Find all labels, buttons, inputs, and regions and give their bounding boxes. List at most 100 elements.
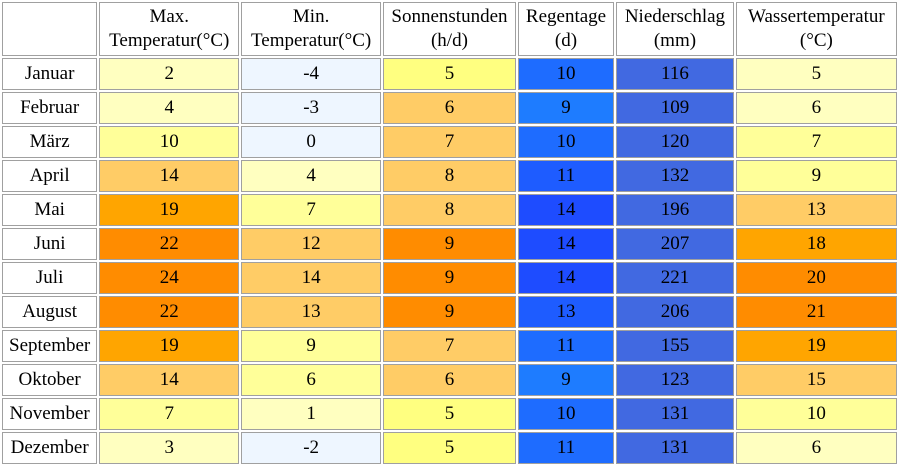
month-label: Mai: [2, 194, 98, 226]
table-row: Juni 22 12 9 14 207 18: [2, 228, 897, 260]
cell-min-temp: 6: [241, 364, 382, 396]
cell-precipitation: 206: [616, 296, 734, 328]
cell-precipitation: 120: [616, 126, 734, 158]
cell-max-temp: 2: [99, 58, 240, 90]
cell-rain-days: 10: [517, 58, 615, 90]
cell-water-temp: 7: [735, 126, 897, 158]
cell-precipitation: 116: [616, 58, 734, 90]
cell-min-temp: -4: [241, 58, 382, 90]
cell-sun-hours: 5: [383, 58, 516, 90]
header-rain-days-line1: Regentage: [525, 6, 607, 27]
header-precipitation-line1: Niederschlag: [624, 6, 726, 27]
cell-min-temp: -2: [241, 432, 382, 464]
cell-min-temp: 0: [241, 126, 382, 158]
month-label: September: [2, 330, 98, 362]
cell-precipitation: 221: [616, 262, 734, 294]
header-max-temp-line1: Max.: [149, 6, 190, 27]
header-rain-days: Regentage (d): [517, 2, 615, 56]
month-label: April: [2, 160, 98, 192]
cell-max-temp: 3: [99, 432, 240, 464]
header-max-temp-line2: Temperatur(°C): [109, 30, 230, 51]
table-row: März 10 0 7 10 120 7: [2, 126, 897, 158]
cell-precipitation: 109: [616, 92, 734, 124]
cell-min-temp: 14: [241, 262, 382, 294]
cell-rain-days: 11: [517, 330, 615, 362]
month-label: Juli: [2, 262, 98, 294]
cell-min-temp: 7: [241, 194, 382, 226]
table-row: Februar 4 -3 6 9 109 6: [2, 92, 897, 124]
table-row: August 22 13 9 13 206 21: [2, 296, 897, 328]
header-row: Max. Temperatur(°C) Min. Temperatur(°C) …: [2, 2, 897, 56]
cell-water-temp: 15: [735, 364, 897, 396]
cell-rain-days: 14: [517, 228, 615, 260]
climate-table-body: Januar 2 -4 5 10 116 5 Februar 4 -3 6 9 109 6 März 10 0 7…: [2, 58, 897, 464]
cell-sun-hours: 8: [383, 194, 516, 226]
header-max-temp: Max. Temperatur(°C): [99, 2, 240, 56]
cell-sun-hours: 5: [383, 432, 516, 464]
cell-water-temp: 9: [735, 160, 897, 192]
cell-sun-hours: 6: [383, 92, 516, 124]
cell-water-temp: 10: [735, 398, 897, 430]
month-label: November: [2, 398, 98, 430]
header-sun-hours-line1: Sonnenstunden: [391, 6, 508, 27]
header-min-temp-line1: Min.: [292, 6, 330, 27]
cell-max-temp: 19: [99, 330, 240, 362]
cell-sun-hours: 6: [383, 364, 516, 396]
cell-max-temp: 22: [99, 296, 240, 328]
cell-precipitation: 131: [616, 398, 734, 430]
cell-water-temp: 19: [735, 330, 897, 362]
cell-water-temp: 20: [735, 262, 897, 294]
cell-precipitation: 131: [616, 432, 734, 464]
cell-water-temp: 21: [735, 296, 897, 328]
table-row: Mai 19 7 8 14 196 13: [2, 194, 897, 226]
header-water-temp: Wassertemperatur (°C): [735, 2, 897, 56]
month-label: Dezember: [2, 432, 98, 464]
table-row: Januar 2 -4 5 10 116 5: [2, 58, 897, 90]
cell-sun-hours: 8: [383, 160, 516, 192]
header-rain-days-line2: (d): [554, 30, 578, 51]
month-label: Januar: [2, 58, 98, 90]
header-water-temp-line1: Wassertemperatur: [748, 6, 885, 27]
header-sun-hours: Sonnenstunden (h/d): [383, 2, 516, 56]
month-label: Juni: [2, 228, 98, 260]
cell-rain-days: 14: [517, 194, 615, 226]
cell-rain-days: 10: [517, 398, 615, 430]
cell-water-temp: 5: [735, 58, 897, 90]
cell-max-temp: 14: [99, 160, 240, 192]
cell-max-temp: 7: [99, 398, 240, 430]
cell-max-temp: 10: [99, 126, 240, 158]
month-label: Februar: [2, 92, 98, 124]
cell-rain-days: 10: [517, 126, 615, 158]
cell-max-temp: 4: [99, 92, 240, 124]
month-label: August: [2, 296, 98, 328]
cell-rain-days: 11: [517, 432, 615, 464]
cell-water-temp: 6: [735, 432, 897, 464]
cell-precipitation: 155: [616, 330, 734, 362]
table-row: Dezember 3 -2 5 11 131 6: [2, 432, 897, 464]
cell-min-temp: 4: [241, 160, 382, 192]
cell-sun-hours: 9: [383, 296, 516, 328]
header-min-temp-line2: Temperatur(°C): [251, 30, 372, 51]
month-label: März: [2, 126, 98, 158]
header-precipitation-line2: (mm): [653, 30, 697, 51]
cell-max-temp: 14: [99, 364, 240, 396]
table-row: April 14 4 8 11 132 9: [2, 160, 897, 192]
table-row: Juli 24 14 9 14 221 20: [2, 262, 897, 294]
cell-rain-days: 13: [517, 296, 615, 328]
header-precipitation: Niederschlag (mm): [616, 2, 734, 56]
cell-min-temp: 9: [241, 330, 382, 362]
cell-min-temp: -3: [241, 92, 382, 124]
cell-precipitation: 132: [616, 160, 734, 192]
table-row: September 19 9 7 11 155 19: [2, 330, 897, 362]
header-water-temp-line2: (°C): [799, 30, 833, 51]
cell-rain-days: 9: [517, 364, 615, 396]
cell-water-temp: 13: [735, 194, 897, 226]
cell-sun-hours: 9: [383, 228, 516, 260]
cell-water-temp: 6: [735, 92, 897, 124]
cell-max-temp: 22: [99, 228, 240, 260]
corner-cell: [2, 2, 98, 56]
table-row: November 7 1 5 10 131 10: [2, 398, 897, 430]
cell-precipitation: 207: [616, 228, 734, 260]
cell-water-temp: 18: [735, 228, 897, 260]
